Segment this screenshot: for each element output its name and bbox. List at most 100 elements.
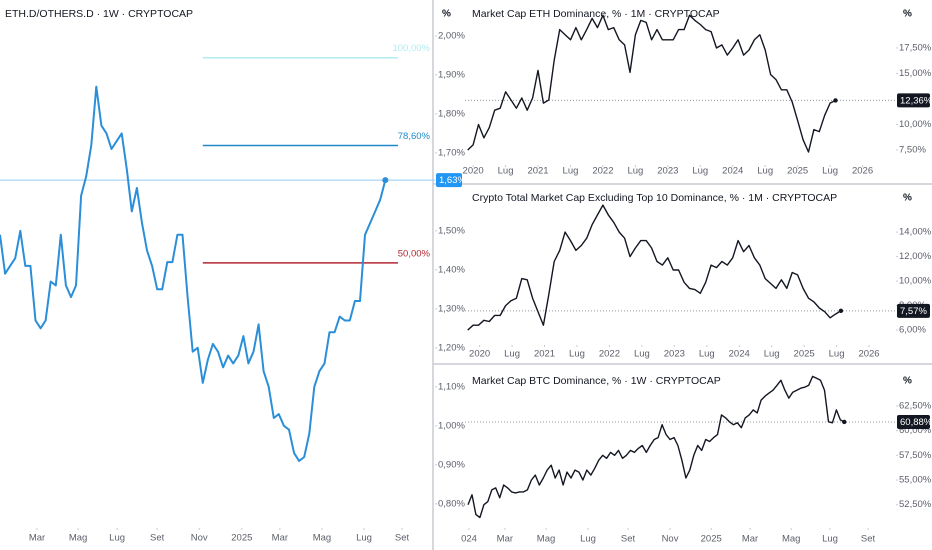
chart-title: Market Cap ETH Dominance, % · 1M · CRYPT…	[472, 8, 720, 20]
x-tick-label: Lug	[757, 166, 773, 177]
x-tick-label: 2024	[722, 166, 743, 177]
y-tick-label: 1,10%	[438, 381, 465, 392]
y-tick-label: 10,00%	[899, 119, 932, 130]
x-tick-label: 2023	[664, 349, 685, 360]
unit-label: %	[442, 9, 451, 20]
x-tick-label: Lug	[829, 349, 845, 360]
x-tick-label: Mar	[497, 534, 513, 545]
x-tick-label: 2025	[794, 349, 815, 360]
y-tick-label: 1,00%	[438, 420, 465, 431]
unit-label: %	[903, 193, 912, 204]
series-line	[467, 204, 842, 331]
last-point	[842, 419, 847, 425]
x-tick-label: Mag	[782, 534, 800, 545]
y-tick-label: 62,50%	[899, 400, 932, 411]
unit-label: %	[903, 376, 912, 387]
chart-title: Crypto Total Market Cap Excluding Top 10…	[472, 192, 837, 204]
y-tick-label: 1,80%	[438, 108, 465, 119]
price-label: 1,63%	[439, 175, 466, 186]
price-label: 7,57%	[900, 306, 927, 317]
y-tick-label: 1,50%	[438, 225, 465, 236]
price-label: 12,36%	[900, 95, 932, 106]
x-tick-label: Lug	[109, 533, 125, 544]
y-tick-label: 1,90%	[438, 69, 465, 80]
x-tick-label: 2021	[534, 349, 555, 360]
x-tick-label: Nov	[662, 534, 679, 545]
x-tick-label: Mag	[313, 533, 331, 544]
last-point	[833, 98, 838, 103]
x-tick-label: 2023	[657, 166, 678, 177]
last-point	[838, 308, 844, 314]
x-tick-label: 2025	[231, 533, 252, 544]
x-tick-label: Lug	[356, 533, 372, 544]
x-tick-label: Lug	[634, 349, 650, 360]
y-tick-label: 1,70%	[438, 147, 465, 158]
price-label-box	[897, 414, 930, 429]
y-tick-label: 7,50%	[899, 145, 926, 156]
x-tick-label: Lug	[498, 166, 514, 177]
fib-label: 50,00%	[398, 248, 431, 259]
price-label-box	[897, 93, 930, 108]
x-tick-label: 2020	[469, 349, 490, 360]
fib-label: 100,00%	[392, 43, 430, 54]
x-tick-label: Lug	[580, 534, 596, 545]
x-tick-label: Mar	[29, 533, 45, 544]
x-tick-label: 024	[461, 534, 477, 545]
x-tick-label: Lug	[822, 166, 838, 177]
y-tick-label: 60,00%	[899, 425, 932, 436]
series-line	[0, 85, 387, 462]
y-tick-label: 0,90%	[438, 459, 465, 470]
y-tick-label: 1,20%	[438, 342, 465, 353]
x-tick-label: Mar	[742, 534, 758, 545]
x-tick-label: Set	[395, 533, 410, 544]
y-tick-label: 0,80%	[438, 498, 465, 509]
y-tick-label: 12,00%	[899, 251, 932, 262]
y-tick-label: 1,30%	[438, 303, 465, 314]
x-tick-label: Mag	[69, 533, 87, 544]
y-tick-label: 6,00%	[899, 325, 926, 336]
x-tick-label: 2026	[858, 349, 879, 360]
y-tick-label: 55,00%	[899, 475, 932, 486]
x-tick-label: Set	[621, 534, 636, 545]
x-tick-label: 2026	[852, 166, 873, 177]
price-label-box	[436, 173, 462, 188]
last-point	[382, 177, 389, 184]
x-tick-label: 2022	[592, 166, 613, 177]
x-tick-label: 2022	[599, 349, 620, 360]
y-tick-label: 57,50%	[899, 450, 932, 461]
chart-title: ETH.D/OTHERS.D · 1W · CRYPTOCAP	[5, 8, 193, 20]
y-tick-label: 1,40%	[438, 264, 465, 275]
series-line	[467, 375, 845, 519]
x-tick-label: 2025	[787, 166, 808, 177]
y-tick-label: 2,00%	[438, 30, 465, 41]
x-tick-label: Mag	[537, 534, 555, 545]
x-tick-label: Lug	[569, 349, 585, 360]
y-tick-label: 15,00%	[899, 68, 932, 79]
x-tick-label: Lug	[699, 349, 715, 360]
x-tick-label: Mar	[272, 533, 288, 544]
x-tick-label: 2020	[463, 166, 484, 177]
price-label-box	[897, 303, 930, 318]
series-line	[467, 14, 836, 153]
x-tick-label: Lug	[692, 166, 708, 177]
y-tick-label: 10,00%	[899, 276, 932, 287]
x-tick-label: 2025	[701, 534, 722, 545]
y-tick-label: 14,00%	[899, 227, 932, 238]
y-tick-label: 17,50%	[899, 42, 932, 53]
x-tick-label: Lug	[822, 534, 838, 545]
x-tick-label: 2021	[527, 166, 548, 177]
x-tick-label: Lug	[764, 349, 780, 360]
x-tick-label: Nov	[191, 533, 208, 544]
y-tick-label: 52,50%	[899, 499, 932, 510]
x-tick-label: Set	[861, 534, 876, 545]
price-label: 60,88%	[900, 417, 932, 428]
x-tick-label: Lug	[504, 349, 520, 360]
x-tick-label: Set	[150, 533, 165, 544]
unit-label: %	[903, 9, 912, 20]
chart-title: Market Cap BTC Dominance, % · 1W · CRYPT…	[472, 375, 721, 387]
fib-label: 78,60%	[398, 131, 431, 142]
x-tick-label: Lug	[563, 166, 579, 177]
x-tick-label: Lug	[627, 166, 643, 177]
